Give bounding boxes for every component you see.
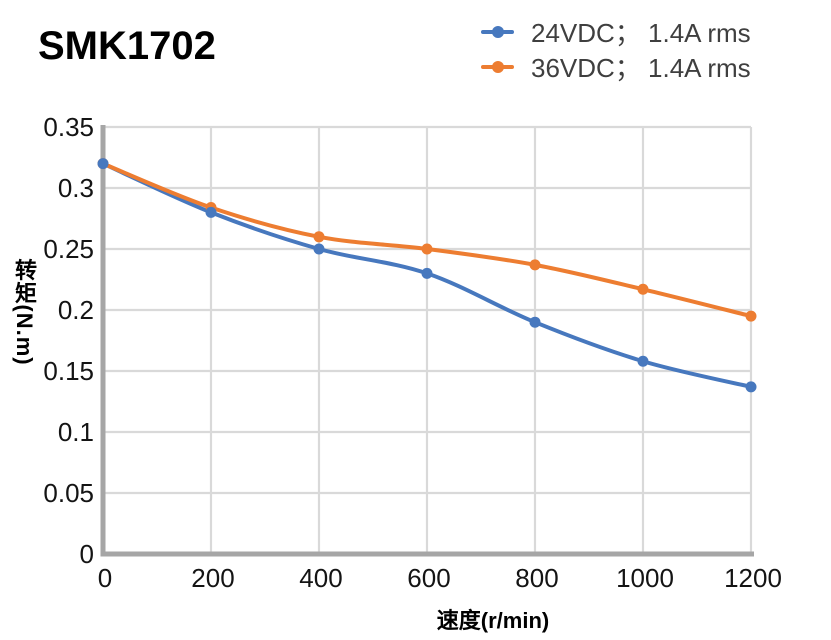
legend-label-24vdc: 24VDC； 1.4A rms (531, 18, 751, 48)
data-point-36vdc (745, 310, 757, 322)
legend-dot-icon (491, 25, 504, 38)
legend-dot-icon (491, 60, 504, 73)
data-point-36vdc (313, 231, 325, 243)
y-tick-label: 0.35 (43, 112, 94, 142)
data-point-24vdc (637, 355, 649, 367)
data-point-24vdc (313, 243, 325, 255)
x-tick-label: 200 (191, 563, 234, 593)
data-point-24vdc (745, 381, 757, 393)
y-axis-label: 转矩(N.m) (12, 258, 37, 366)
x-axis-label: 速度(r/min) (436, 608, 550, 633)
y-tick-label: 0.05 (43, 478, 94, 508)
x-tick-label: 1000 (616, 563, 674, 593)
legend-line-marker-icon-blue (481, 25, 514, 38)
data-point-36vdc (529, 259, 541, 271)
legend-item-24vdc: 24VDC； 1.4A rms (481, 14, 751, 49)
y-tick-label: 0 (80, 539, 94, 569)
data-point-36vdc (637, 283, 649, 295)
y-tick-label: 0.3 (58, 173, 94, 203)
legend-line-marker-icon-orange (481, 60, 514, 73)
y-tick-label: 0.1 (58, 417, 94, 447)
x-tick-label: 600 (407, 563, 450, 593)
data-point-24vdc (97, 158, 109, 170)
x-tick-label: 800 (515, 563, 558, 593)
data-point-36vdc (421, 243, 433, 255)
data-point-24vdc (421, 267, 433, 279)
chart-title: SMK1702 (38, 24, 216, 68)
legend: 24VDC； 1.4A rms 36VDC； 1.4A rms (481, 14, 751, 84)
x-tick-label: 400 (299, 563, 342, 593)
y-tick-label: 0.15 (43, 356, 94, 386)
data-point-24vdc (205, 206, 217, 218)
data-point-24vdc (529, 316, 541, 328)
y-tick-label: 0.2 (58, 295, 94, 325)
legend-label-36vdc: 36VDC； 1.4A rms (531, 53, 751, 83)
y-tick-label: 0.25 (43, 234, 94, 264)
x-tick-label: 0 (98, 563, 112, 593)
legend-item-36vdc: 36VDC； 1.4A rms (481, 49, 751, 84)
x-tick-label: 1200 (724, 563, 782, 593)
